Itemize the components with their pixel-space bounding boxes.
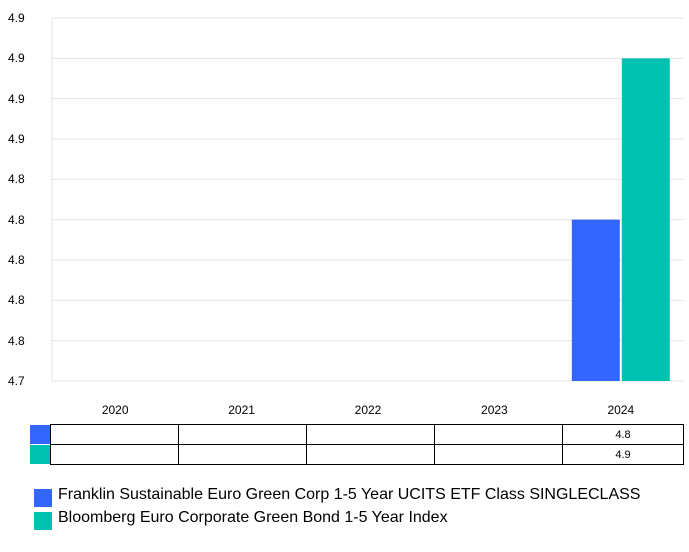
y-tick-label: 4.9: [8, 11, 25, 25]
table-cell: [434, 444, 563, 465]
y-tick-label: 4.9: [8, 91, 25, 106]
bar-series-2-2024: [621, 58, 670, 381]
x-tick-label: 2020: [101, 403, 129, 417]
legend-item: Franklin Sustainable Euro Green Corp 1-5…: [34, 486, 684, 507]
table-cell: [306, 444, 435, 465]
bar-series-1-2024: [571, 219, 620, 381]
y-tick-label: 4.9: [8, 132, 25, 146]
data-table-row-series-1: 4.8: [30, 424, 684, 445]
table-cell: [50, 424, 179, 445]
y-tick-label: 4.8: [8, 253, 25, 267]
table-cell: 4.9: [562, 444, 684, 465]
table-cell: [434, 424, 563, 445]
legend: Franklin Sustainable Euro Green Corp 1-5…: [34, 486, 684, 534]
y-tick-label: 4.8: [8, 293, 25, 308]
legend-item: Bloomberg Euro Corporate Green Bond 1-5 …: [34, 509, 684, 530]
x-tick-label: 2022: [354, 403, 382, 417]
data-table-row-series-2: 4.9: [30, 444, 684, 465]
legend-swatch: [34, 489, 52, 507]
table-row-swatch: [30, 445, 51, 465]
data-table: 4.8 4.9: [30, 424, 684, 465]
bar-chart: [51, 17, 684, 382]
legend-label: Franklin Sustainable Euro Green Corp 1-5…: [58, 486, 641, 503]
y-tick-label: 4.8: [8, 212, 25, 227]
y-tick-label: 4.9: [8, 51, 25, 66]
x-tick-label: 2024: [607, 403, 635, 417]
table-cell: 4.8: [562, 424, 684, 445]
legend-label: Bloomberg Euro Corporate Green Bond 1-5 …: [58, 509, 448, 526]
table-cell: [178, 444, 307, 465]
table-cell: [50, 444, 179, 465]
legend-swatch: [34, 512, 52, 530]
table-row-swatch: [30, 425, 51, 445]
table-cell: [306, 424, 435, 445]
x-tick-label: 2021: [228, 403, 255, 417]
table-cell: [178, 424, 307, 445]
chart-area: 4.9 4.9 4.9 4.9 4.8 4.8 4.8 4.8 4.8 4.7 2020 2021 20…: [8, 11, 684, 417]
y-tick-label: 4.8: [8, 333, 25, 348]
x-tick-label: 2023: [481, 403, 508, 417]
y-tick-label: 4.7: [8, 374, 25, 388]
y-tick-label: 4.8: [8, 172, 25, 187]
